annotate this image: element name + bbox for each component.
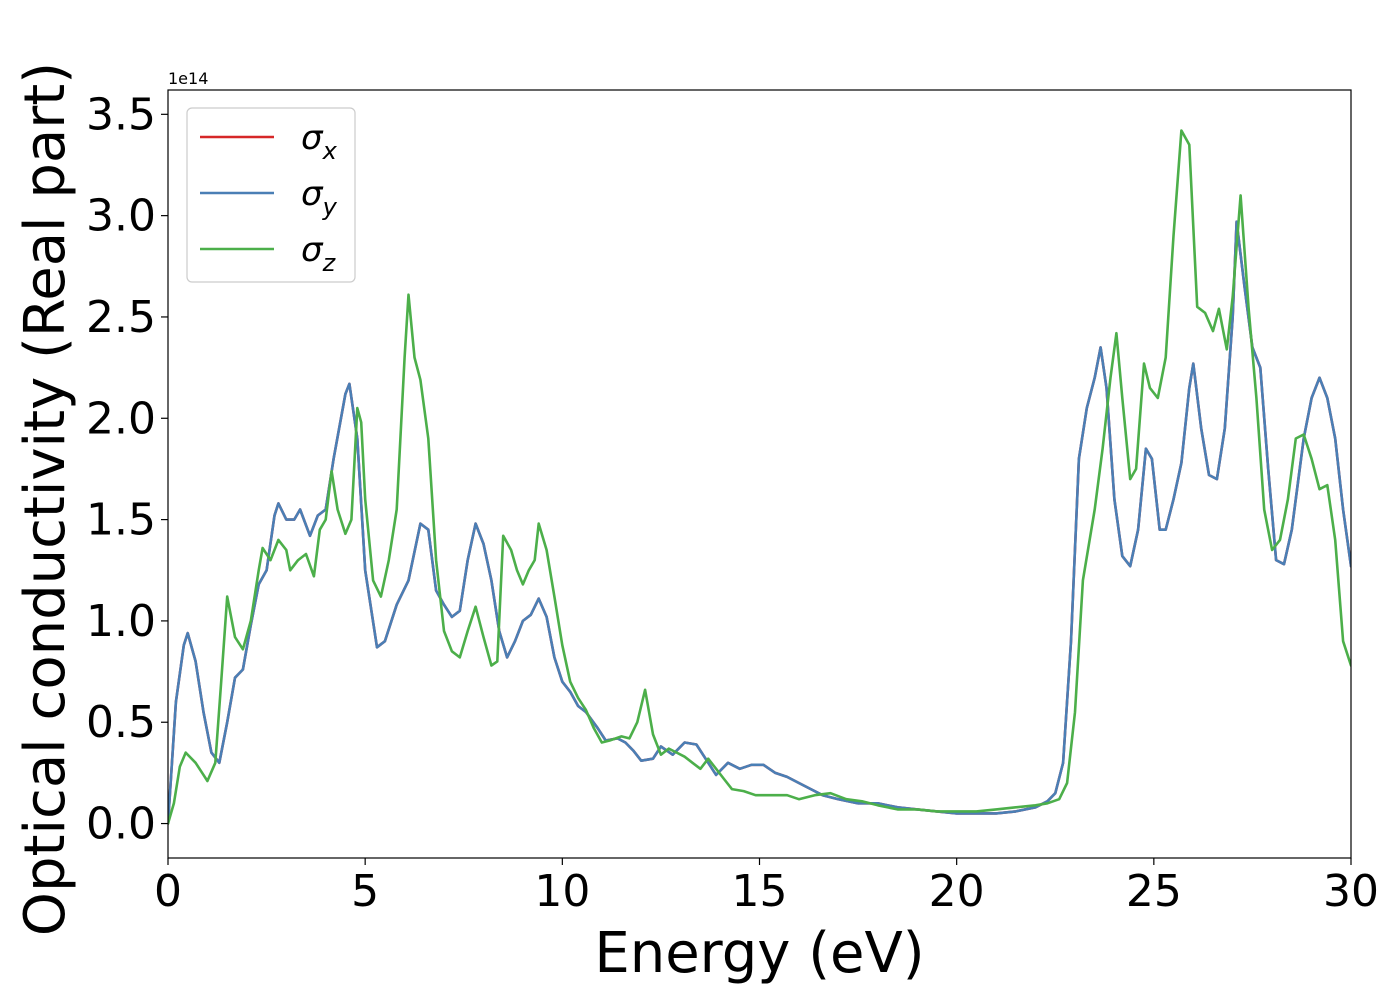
y-tick-label: 1.5	[86, 495, 156, 546]
x-tick-label: 5	[351, 866, 379, 917]
legend-label-2: σy	[301, 174, 338, 221]
legend-label-3: σz	[301, 230, 337, 277]
legend-label-subscript: x	[322, 137, 338, 165]
x-tick-label: 15	[732, 866, 788, 917]
y-axis-label: Optical conductivity (Real part)	[13, 62, 78, 936]
series-line-3	[168, 129, 1351, 825]
y-tick-label: 3.0	[86, 191, 156, 242]
y-tick-label: 1.0	[86, 596, 156, 647]
legend-label-subscript: z	[322, 249, 337, 277]
legend-label-symbol: σ	[301, 174, 324, 214]
x-axis-ticks: 0 5 10 15 20 25 30	[154, 858, 1379, 917]
series-line-1	[168, 220, 1351, 825]
x-tick-label: 0	[154, 866, 182, 917]
legend-label-symbol: σ	[301, 230, 324, 270]
plot-frame	[167, 89, 1352, 859]
plot-area	[168, 129, 1351, 825]
x-tick-label: 20	[929, 866, 985, 917]
y-tick-label: 3.5	[86, 89, 156, 140]
x-axis-label: Energy (eV)	[594, 921, 924, 986]
y-tick-label: 0.5	[86, 697, 156, 748]
series-line-2	[168, 220, 1351, 825]
y-axis-ticks: 0.0 0.5 1.0 1.5 2.0 2.5 3.0 3.5	[86, 89, 168, 850]
y-tick-label: 0.0	[86, 799, 156, 850]
x-tick-label: 10	[534, 866, 590, 917]
series-layer	[168, 129, 1351, 825]
legend-label-1: σx	[301, 118, 338, 165]
x-tick-label: 25	[1126, 866, 1182, 917]
legend-box	[186, 107, 356, 283]
legend-label-subscript: y	[322, 193, 338, 221]
legend-label-symbol: σ	[301, 118, 324, 158]
y-tick-label: 2.0	[86, 393, 156, 444]
y-tick-label: 2.5	[86, 292, 156, 343]
y-axis-offset-label: 1e14	[168, 69, 208, 88]
x-tick-label: 30	[1323, 866, 1379, 917]
